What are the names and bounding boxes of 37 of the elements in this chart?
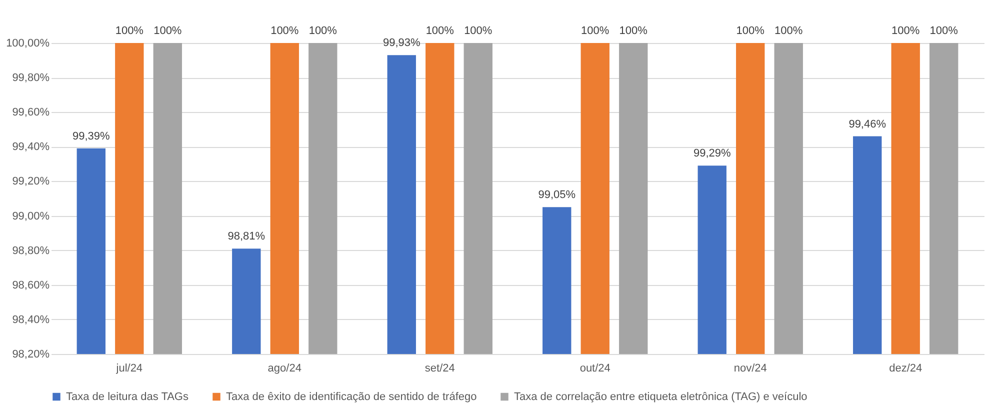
x-tick-label: ago/24 (268, 362, 302, 374)
x-tick-label: nov/24 (734, 362, 767, 374)
y-tick-label: 99,40% (12, 141, 50, 154)
data-label: 99,39% (72, 130, 110, 142)
data-label: 100% (736, 25, 765, 37)
data-label: 100% (308, 25, 338, 37)
data-label: 100% (892, 25, 920, 37)
y-tick-label: 98,60% (12, 279, 50, 292)
data-label: 99,46% (848, 118, 886, 130)
data-label: 100% (930, 25, 958, 37)
y-tick-label: 98,80% (12, 244, 50, 257)
data-label: 100% (270, 25, 299, 37)
data-label: 100% (115, 25, 144, 37)
legend-label: Taxa de correlação entre etiqueta eletrônica (TAG) e veículo (514, 390, 808, 403)
legend-label: Taxa de êxito de identificação de sentido de tráfego (226, 390, 477, 403)
y-tick-label: 98,40% (12, 314, 50, 326)
x-tick-label: dez/24 (889, 362, 922, 374)
data-label: 98,81% (228, 230, 266, 243)
x-tick-label: jul/24 (115, 362, 143, 374)
y-tick-label: 100,00% (6, 38, 50, 50)
data-label: 99,05% (538, 189, 576, 202)
y-tick-label: 98,20% (12, 348, 50, 360)
data-label: 99,93% (382, 37, 420, 50)
data-label: 99,29% (693, 148, 731, 160)
x-tick-label: set/24 (424, 362, 455, 374)
data-label: 100% (581, 25, 610, 37)
data-label: 100% (426, 25, 454, 37)
y-tick-label: 99,20% (12, 176, 50, 188)
data-label: 100% (774, 25, 803, 37)
data-label: 100% (154, 25, 182, 37)
x-tick-label: out/24 (580, 362, 610, 374)
y-tick-label: 99,80% (12, 72, 50, 84)
y-tick-label: 99,00% (12, 210, 50, 222)
legend-label: Taxa de leitura das TAGs (66, 390, 189, 403)
data-label: 100% (464, 25, 492, 37)
y-tick-label: 99,60% (12, 106, 50, 119)
data-label: 100% (619, 25, 648, 37)
